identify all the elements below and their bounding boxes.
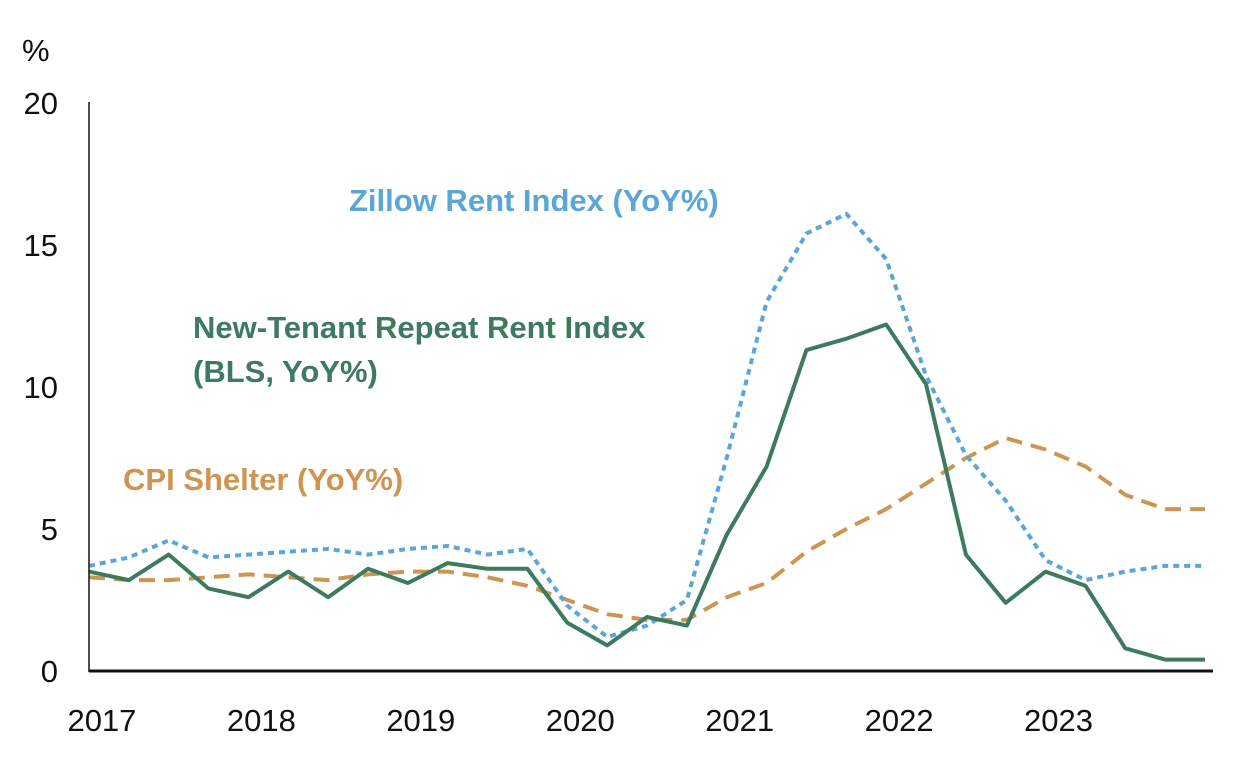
x-tick-label: 2019 — [386, 703, 455, 738]
series-label-0: Zillow Rent Index (YoY%) — [349, 183, 719, 218]
x-tick-label: 2022 — [865, 703, 934, 738]
y-axis-label: % — [22, 33, 50, 68]
x-tick-label: 2020 — [546, 703, 615, 738]
series-label-line: CPI Shelter (YoY%) — [123, 462, 403, 497]
series-line-1 — [88, 322, 1205, 662]
x-tick-label: 2017 — [67, 703, 136, 738]
series-labels: Zillow Rent Index (YoY%) New-Tenant Repea… — [123, 183, 719, 497]
y-tick-label: 0 — [41, 654, 58, 689]
y-tick-label: 10 — [24, 370, 58, 405]
series-lines — [88, 211, 1205, 662]
y-tick-label: 20 — [24, 86, 58, 121]
x-tick-label: 2023 — [1024, 703, 1093, 738]
x-tick-label: 2018 — [227, 703, 296, 738]
y-tick-label: 5 — [41, 512, 58, 547]
y-tick-label: 15 — [24, 228, 58, 263]
x-tick-label: 2021 — [705, 703, 774, 738]
series-label-1: New-Tenant Repeat Rent Index (BLS, YoY%) — [193, 310, 646, 389]
series-label-line: Zillow Rent Index (YoY%) — [349, 183, 719, 218]
series-label-line: New-Tenant Repeat Rent Index — [193, 310, 646, 345]
series-label-2: CPI Shelter (YoY%) — [123, 462, 403, 497]
series-line-0 — [88, 211, 1205, 639]
series-label-line: (BLS, YoY%) — [193, 354, 378, 389]
series-line-2 — [88, 436, 1205, 622]
y-axis-ticks: 0 5 10 15 20 — [24, 86, 58, 689]
x-axis-ticks: 2017 2018 2019 2020 2021 2022 2023 — [67, 703, 1093, 738]
